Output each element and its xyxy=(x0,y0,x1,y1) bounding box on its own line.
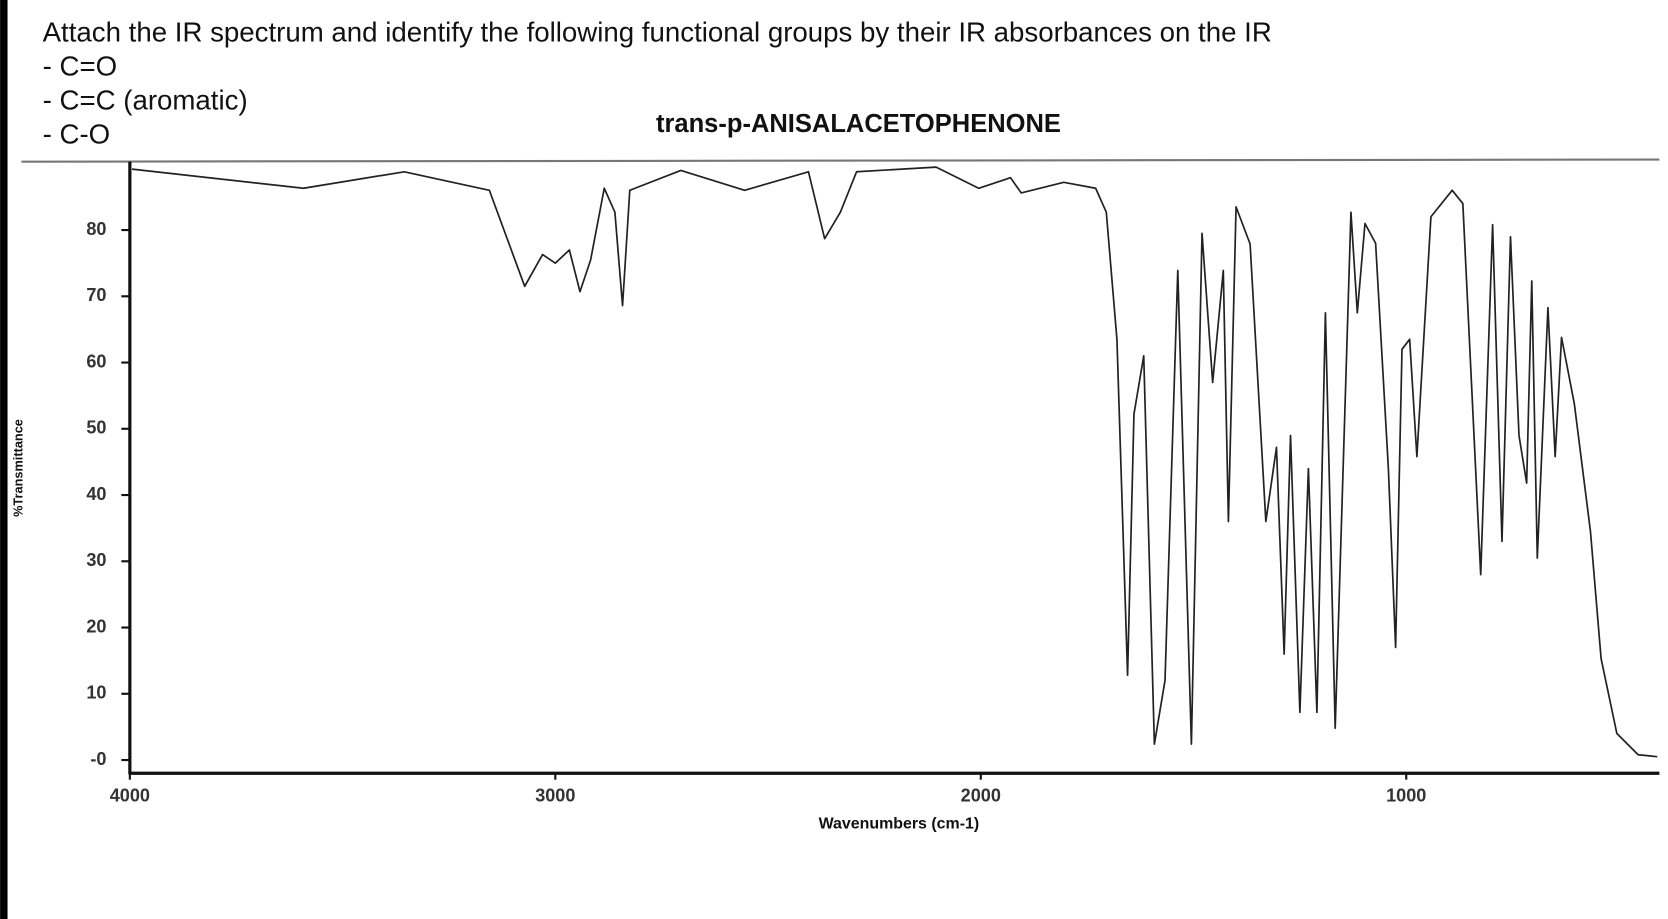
chart-title: trans-p-ANISALACETOPHENONE xyxy=(656,110,1061,138)
x-tick-label: 4000 xyxy=(110,785,150,805)
x-tick-label: 2000 xyxy=(961,785,1001,805)
y-tick-label: 50 xyxy=(86,418,106,438)
left-edge xyxy=(0,0,8,919)
y-tick-label: 40 xyxy=(86,484,106,504)
x-tick-label: 1000 xyxy=(1386,785,1426,805)
y-tick-label: 80 xyxy=(86,219,106,239)
y-tick-label: 60 xyxy=(86,351,106,371)
question-prompt: Attach the IR spectrum and identify the … xyxy=(43,16,1272,47)
y-tick-label: 70 xyxy=(86,285,106,305)
spectrum-line xyxy=(131,166,1658,758)
y-tick-label: 30 xyxy=(86,550,106,570)
y-tick-label: 20 xyxy=(86,616,106,636)
question-item: - C=O xyxy=(43,50,118,81)
x-tick-label: 3000 xyxy=(535,785,575,805)
question-item: - C=C (aromatic) xyxy=(43,84,248,115)
x-axis-label: Wavenumbers (cm-1) xyxy=(819,816,980,833)
question-item: - C-O xyxy=(43,118,111,149)
y-tick-label: 10 xyxy=(86,683,106,703)
y-axis-label: %Transmittance xyxy=(11,419,26,517)
top-border xyxy=(21,158,1660,163)
y-tick-label: -0 xyxy=(90,749,106,769)
